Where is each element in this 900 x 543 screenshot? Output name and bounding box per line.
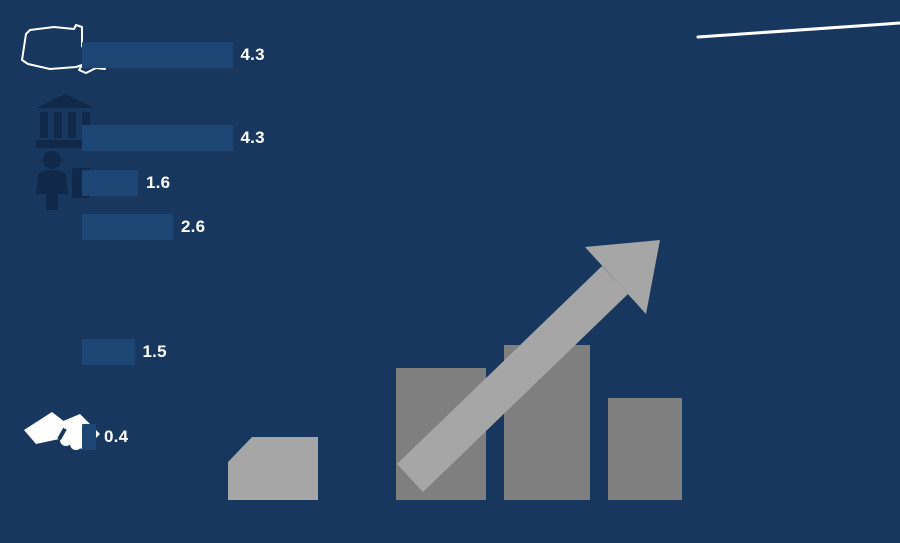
trend-line bbox=[696, 21, 900, 39]
bar-value-label-6: 0.4 bbox=[104, 427, 129, 446]
bar-value-label-4: 2.6 bbox=[181, 217, 206, 236]
ramp-shape bbox=[228, 437, 318, 500]
bar-row-4 bbox=[82, 214, 173, 240]
growth-arrow-head bbox=[585, 240, 660, 314]
bar-row-2 bbox=[82, 125, 233, 151]
bar-value-label-1: 4.3 bbox=[240, 45, 265, 64]
handshake-icon bbox=[24, 412, 100, 450]
bar-row-5 bbox=[82, 339, 135, 365]
bar-value-label-5: 1.5 bbox=[142, 342, 167, 361]
bar-row-3 bbox=[82, 170, 138, 196]
bar-row-6 bbox=[82, 424, 96, 450]
growth-arrow-shaft bbox=[397, 266, 628, 492]
growth-bar-3 bbox=[608, 398, 682, 500]
bar-value-label-2: 4.3 bbox=[240, 128, 265, 147]
bar-value-label-3: 1.6 bbox=[146, 173, 171, 192]
bar-row-1 bbox=[82, 42, 233, 68]
